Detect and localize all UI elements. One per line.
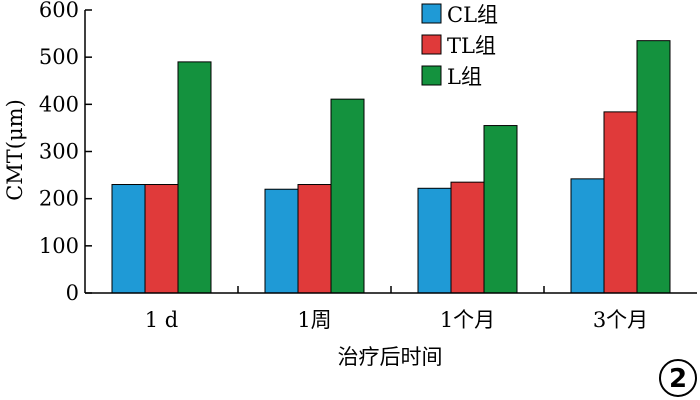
badge-label: 2 <box>669 364 687 394</box>
bar-3-1 <box>177 61 212 294</box>
bars-layer <box>111 40 671 294</box>
x-axis-title: 治疗后时间 <box>338 345 443 369</box>
bar-2-3 <box>450 181 485 294</box>
bar-1-1 <box>111 184 146 294</box>
bar-3-3 <box>483 125 518 294</box>
bar-3-2 <box>330 98 365 294</box>
legend-swatch-1 <box>421 3 442 24</box>
bar-2-1 <box>144 184 179 294</box>
legend-label-3: L组 <box>447 65 482 89</box>
legend-label-1: CL组 <box>447 3 498 27</box>
y-tick-label-200: 200 <box>39 187 79 211</box>
y-tick-label-100: 100 <box>39 234 79 258</box>
bar-2-2 <box>297 184 332 294</box>
figure-badge: 2 <box>659 359 697 397</box>
bar-1-3 <box>417 187 452 294</box>
axes-layer: 0 100 200 300 400 500 600 1 d 1周 1个月 3个月 <box>39 0 697 332</box>
x-tick-label-2: 1周 <box>297 308 331 332</box>
bar-3-4 <box>636 40 671 294</box>
y-tick-label-500: 500 <box>39 45 79 69</box>
x-tick-label-1: 1 d <box>145 308 178 332</box>
legend-swatch-3 <box>421 65 442 86</box>
legend-label-2: TL组 <box>447 34 496 58</box>
y-tick-label-0: 0 <box>66 281 79 305</box>
legend-swatch-2 <box>421 34 442 55</box>
y-tick-label-600: 600 <box>39 0 79 22</box>
x-tick-label-4: 3个月 <box>593 308 648 332</box>
legend: CL组 TL组 L组 <box>421 3 498 89</box>
y-tick-label-400: 400 <box>39 92 79 116</box>
bar-2-4 <box>603 111 638 294</box>
bar-1-2 <box>264 188 299 294</box>
badge-circle <box>659 359 697 397</box>
bar-1-4 <box>570 178 605 294</box>
x-tick-label-3: 1个月 <box>440 308 495 332</box>
y-axis-title: CMT(μm) <box>3 99 27 201</box>
y-tick-label-300: 300 <box>39 140 79 164</box>
